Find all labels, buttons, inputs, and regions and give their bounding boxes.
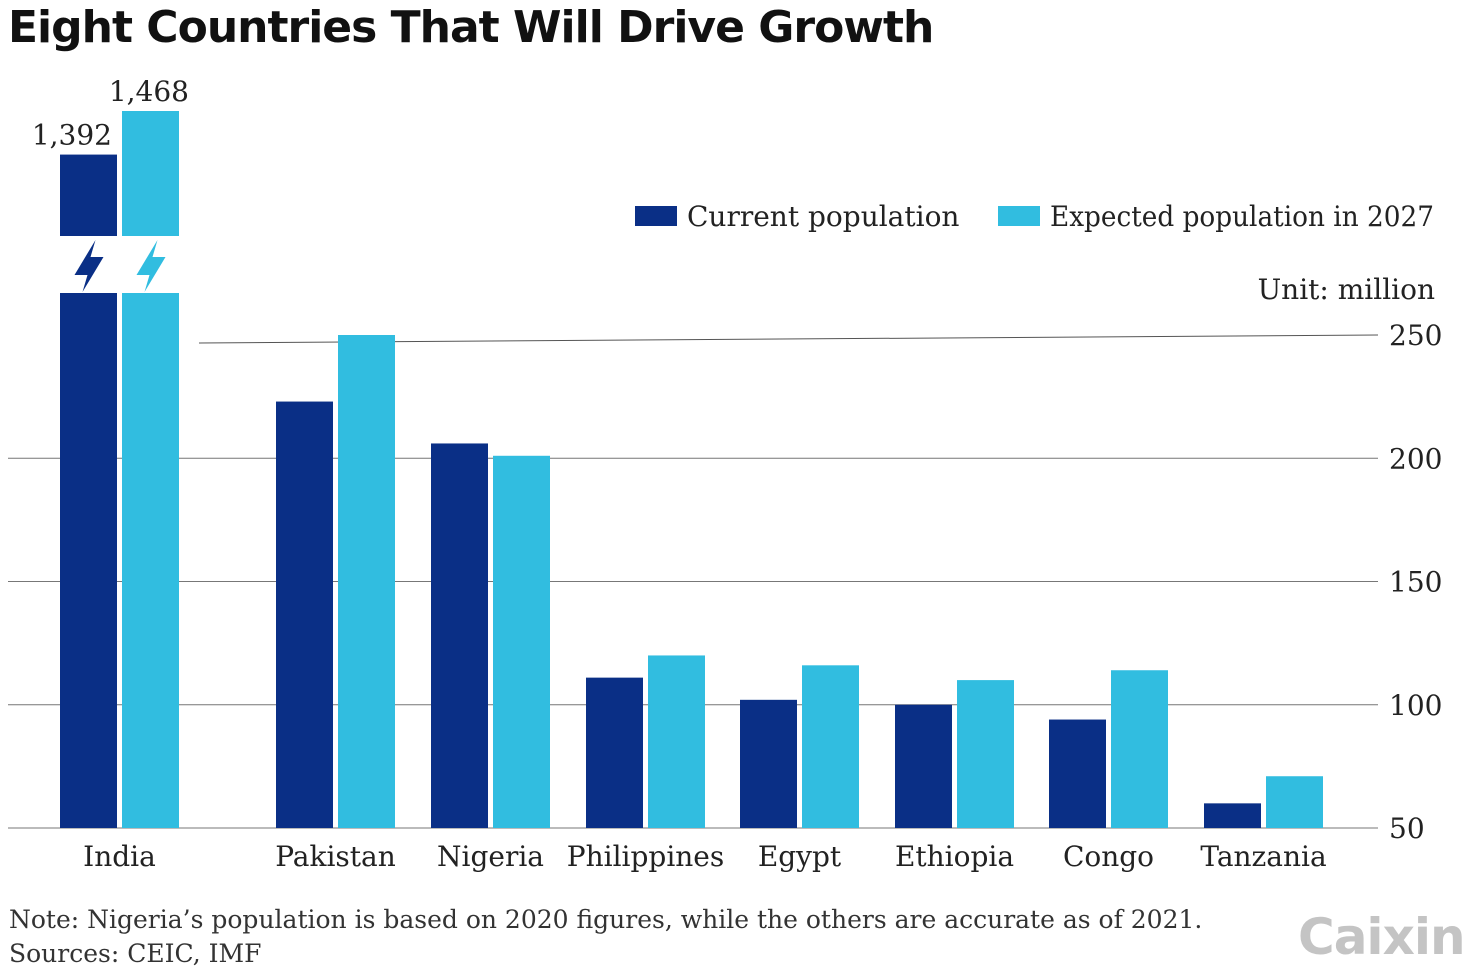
bar-india-expected-upper (122, 111, 179, 236)
bar-india-current-upper (60, 154, 117, 236)
bar-india-current-lower (60, 293, 117, 828)
data-label-india-expected: 1,468 (109, 75, 189, 108)
y-tick-50: 50 (1389, 812, 1425, 845)
bar-tanzania-expected (1266, 776, 1323, 828)
gridline-250 (198, 334, 1379, 344)
legend-label-current: Current population (687, 200, 959, 233)
lightning-break-icon (136, 240, 166, 292)
y-tick-150: 150 (1389, 566, 1442, 599)
axis-break-marks (74, 240, 166, 292)
bar-pakistan-current (276, 401, 333, 828)
x-label-india: India (83, 840, 156, 873)
x-label-congo: Congo (1063, 840, 1154, 873)
x-label-tanzania: Tanzania (1200, 840, 1326, 873)
data-label-india-current: 1,392 (32, 119, 112, 152)
bar-nigeria-expected (493, 455, 550, 828)
bar-egypt-expected (802, 665, 859, 828)
x-label-nigeria: Nigeria (437, 840, 544, 873)
bar-india-expected-lower (122, 293, 179, 828)
bar-tanzania-current (1204, 803, 1261, 828)
bar-egypt-current (740, 699, 797, 828)
x-label-philippines: Philippines (567, 840, 725, 873)
note-text: Note: Nigeria’s population is based on 2… (9, 905, 1203, 934)
legend-swatch-current (635, 206, 677, 226)
data-labels: 1,392 1,468 (32, 75, 189, 152)
legend-swatch-expected (998, 206, 1040, 226)
x-label-ethiopia: Ethiopia (895, 840, 1014, 873)
caixin-logo: Caixin (1298, 908, 1466, 966)
legend: Current population Expected population i… (635, 200, 1434, 233)
y-tick-100: 100 (1389, 689, 1442, 722)
bar-congo-current (1049, 719, 1106, 828)
bars (60, 111, 1323, 828)
bar-congo-expected (1111, 670, 1168, 828)
bar-chart: 50 100 150 200 250 India Pakistan Nigeria Phili… (8, 75, 1442, 873)
y-tick-250: 250 (1389, 319, 1442, 352)
bar-philippines-expected (648, 655, 705, 828)
chart-title: Eight Countries That Will Drive Growth (8, 2, 934, 53)
bar-ethiopia-current (895, 704, 952, 828)
footnote: Note: Nigeria’s population is based on 2… (9, 903, 1202, 971)
y-tick-200: 200 (1389, 442, 1442, 475)
bar-philippines-current (586, 677, 643, 828)
sources-text: Sources: CEIC, IMF (9, 939, 262, 968)
x-label-pakistan: Pakistan (275, 840, 396, 873)
x-label-egypt: Egypt (758, 840, 842, 873)
bar-nigeria-current (431, 443, 488, 828)
x-tick-labels: India Pakistan Nigeria Philippines Egypt Ethi… (83, 840, 1327, 873)
unit-label: Unit: million (1258, 273, 1435, 306)
legend-label-expected: Expected population in 2027 (1050, 200, 1434, 233)
bar-ethiopia-expected (957, 680, 1014, 828)
lightning-break-icon (74, 240, 104, 292)
y-tick-labels: 50 100 150 200 250 (1389, 319, 1442, 845)
bar-pakistan-expected (338, 335, 395, 828)
